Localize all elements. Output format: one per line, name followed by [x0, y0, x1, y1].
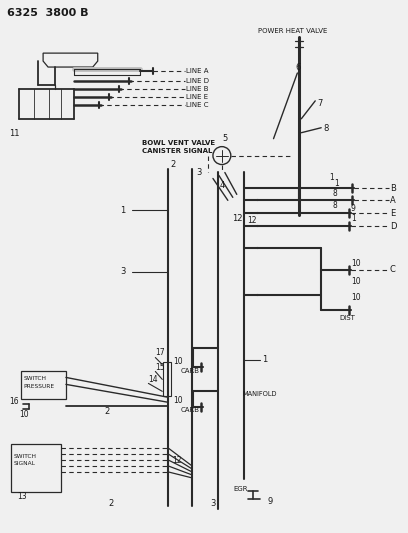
Text: LINE B: LINE B — [186, 86, 208, 92]
Text: PRESSURE: PRESSURE — [23, 384, 54, 389]
Text: 7: 7 — [317, 99, 323, 108]
Text: MANIFOLD: MANIFOLD — [243, 391, 277, 397]
Text: 10: 10 — [351, 259, 361, 268]
Text: C: C — [390, 265, 396, 274]
Text: 12: 12 — [172, 456, 182, 465]
Text: B: B — [390, 184, 396, 193]
Text: 1: 1 — [121, 206, 126, 215]
Text: SWITCH: SWITCH — [13, 454, 36, 458]
Text: CARB: CARB — [180, 368, 199, 375]
Text: 17: 17 — [155, 348, 165, 357]
Text: 11: 11 — [9, 129, 20, 138]
Text: 1: 1 — [262, 355, 267, 364]
Text: 12: 12 — [232, 214, 242, 223]
Text: DIST: DIST — [339, 314, 355, 321]
Text: 3: 3 — [210, 499, 215, 508]
Text: 5: 5 — [222, 134, 227, 143]
Text: SWITCH: SWITCH — [23, 376, 46, 381]
Text: 8: 8 — [332, 201, 337, 210]
Text: 16: 16 — [9, 397, 19, 406]
Text: EGR: EGR — [234, 486, 248, 492]
Text: 2: 2 — [109, 499, 114, 508]
Text: 3: 3 — [196, 168, 202, 177]
Text: CARB: CARB — [180, 407, 199, 413]
Text: 1: 1 — [329, 173, 334, 182]
Text: E: E — [390, 209, 395, 218]
Text: 12: 12 — [247, 216, 256, 225]
Text: 10: 10 — [19, 410, 29, 419]
Text: 8: 8 — [323, 124, 328, 133]
Text: 10: 10 — [351, 293, 361, 302]
Text: 6: 6 — [295, 62, 301, 71]
Text: D: D — [390, 222, 396, 231]
Text: LINE A: LINE A — [186, 68, 208, 74]
Bar — [21, 372, 66, 399]
Text: LINE C: LINE C — [186, 102, 208, 108]
Text: 15: 15 — [155, 363, 165, 372]
Text: 10: 10 — [173, 357, 183, 366]
Text: BOWL VENT VALVE: BOWL VENT VALVE — [142, 140, 215, 146]
Text: 1: 1 — [351, 214, 356, 223]
Text: 6325  3800 B: 6325 3800 B — [7, 9, 89, 18]
Text: 2: 2 — [170, 160, 175, 169]
Text: 10: 10 — [173, 396, 183, 405]
Text: 9: 9 — [268, 497, 273, 506]
Text: 4: 4 — [220, 181, 225, 190]
Text: 3: 3 — [121, 268, 126, 277]
Text: CANISTER SIGNAL: CANISTER SIGNAL — [142, 148, 213, 154]
Text: LINE E: LINE E — [186, 94, 208, 100]
Text: 2: 2 — [105, 407, 110, 416]
Bar — [163, 361, 171, 397]
Text: 10: 10 — [351, 277, 361, 286]
Text: 1: 1 — [334, 179, 339, 188]
Text: SIGNAL: SIGNAL — [13, 462, 35, 466]
Bar — [11, 444, 61, 492]
Text: 8: 8 — [332, 189, 337, 198]
Text: POWER HEAT VALVE: POWER HEAT VALVE — [257, 28, 327, 34]
Text: 14: 14 — [149, 375, 158, 384]
Text: 13: 13 — [17, 492, 27, 502]
Text: A: A — [390, 196, 395, 205]
Text: LINE D: LINE D — [186, 78, 209, 84]
Text: 9: 9 — [351, 204, 356, 213]
